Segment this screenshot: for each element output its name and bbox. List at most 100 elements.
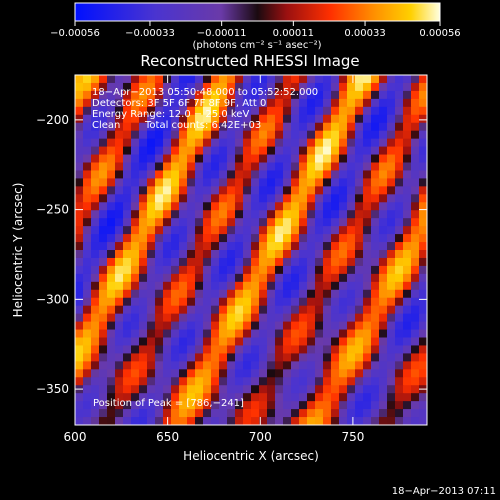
heatmap-cell <box>403 226 412 235</box>
heatmap-cell <box>395 265 404 275</box>
heatmap-cell <box>411 226 420 235</box>
heatmap-cell <box>91 401 100 410</box>
heatmap-cell <box>99 305 108 315</box>
heatmap-cell <box>307 234 316 243</box>
heatmap-cell <box>235 186 244 195</box>
heatmap-cell <box>291 313 300 323</box>
heatmap-cell <box>131 417 140 425</box>
heatmap-cell <box>283 297 292 307</box>
heatmap-cell <box>99 122 108 132</box>
heatmap-cell <box>83 90 92 100</box>
heatmap-cell <box>163 114 172 124</box>
heatmap-cell <box>275 281 284 291</box>
heatmap-cell <box>347 122 356 132</box>
heatmap-cell <box>147 281 156 291</box>
heatmap-cell <box>339 321 348 331</box>
heatmap-cell <box>299 226 308 235</box>
heatmap-cell <box>339 257 348 267</box>
heatmap-cell <box>347 250 356 259</box>
heatmap-cell <box>123 202 132 211</box>
heatmap-cell <box>139 377 148 386</box>
heatmap-cell <box>371 194 380 203</box>
heatmap-cell <box>195 289 204 299</box>
heatmap-cell <box>419 242 427 251</box>
heatmap-cell <box>99 289 108 299</box>
heatmap-cell <box>315 409 324 418</box>
heatmap-cell <box>75 162 84 172</box>
heatmap-cell <box>227 297 236 307</box>
heatmap-cell <box>331 289 340 299</box>
heatmap-cell <box>91 385 100 394</box>
heatmap-cell <box>323 297 332 307</box>
heatmap-cell <box>131 305 140 315</box>
heatmap-cell <box>187 75 196 84</box>
heatmap-cell <box>291 337 300 347</box>
heatmap-cell <box>155 401 164 410</box>
heatmap-cell <box>99 329 108 339</box>
heatmap-cell <box>211 385 220 394</box>
heatmap-cell <box>235 98 244 108</box>
heatmap-cell <box>419 114 427 124</box>
heatmap-cell <box>219 265 228 275</box>
heatmap-cell <box>235 377 244 386</box>
heatmap-cell <box>91 210 100 219</box>
heatmap-cell <box>267 385 276 394</box>
heatmap-cell <box>267 265 276 275</box>
heatmap-cell <box>347 146 356 156</box>
heatmap-cell <box>155 90 164 100</box>
heatmap-cell <box>355 146 364 156</box>
heatmap-cell <box>331 313 340 323</box>
heatmap-cell <box>211 226 220 235</box>
heatmap-cell <box>131 369 140 378</box>
heatmap-cell <box>203 98 212 108</box>
heatmap-cell <box>179 313 188 323</box>
heatmap-cell <box>227 154 236 164</box>
heatmap-cell <box>155 273 164 283</box>
heatmap-cell <box>219 210 228 219</box>
heatmap-cell <box>83 409 92 418</box>
heatmap-cell <box>267 106 276 116</box>
heatmap-cell <box>251 170 260 179</box>
annotation-time: 18−Apr−2013 05:50:48.000 to 05:52:52.000 <box>92 87 318 98</box>
heatmap-cell <box>115 178 124 187</box>
heatmap-cell <box>299 194 308 203</box>
heatmap-cell <box>195 393 204 402</box>
heatmap-cell <box>107 353 116 362</box>
heatmap-cell <box>267 329 276 339</box>
heatmap-cell <box>379 377 388 386</box>
heatmap-cell <box>155 194 164 203</box>
heatmap-cell <box>211 369 220 378</box>
heatmap-cell <box>211 202 220 211</box>
heatmap-cell <box>171 409 180 418</box>
heatmap-cell <box>419 305 427 315</box>
heatmap-cell <box>323 194 332 203</box>
heatmap-cell <box>371 122 380 132</box>
heatmap-cell <box>131 377 140 386</box>
heatmap-cell <box>331 162 340 172</box>
heatmap-cell <box>203 226 212 235</box>
heatmap-cell <box>115 234 124 243</box>
heatmap-cell <box>371 90 380 100</box>
heatmap-cell <box>275 329 284 339</box>
heatmap-cell <box>139 289 148 299</box>
heatmap-cell <box>139 401 148 410</box>
heatmap-cell <box>91 257 100 267</box>
heatmap-cell <box>315 417 324 425</box>
heatmap-cell <box>355 90 364 100</box>
heatmap-cell <box>323 289 332 299</box>
heatmap-cell <box>251 194 260 203</box>
heatmap-cell <box>291 265 300 275</box>
heatmap-cell <box>403 250 412 259</box>
heatmap-cell <box>139 361 148 370</box>
heatmap-cell <box>195 250 204 259</box>
heatmap-cell <box>203 90 212 100</box>
heatmap-cell <box>91 337 100 347</box>
heatmap-cell <box>91 162 100 172</box>
heatmap-cell <box>91 114 100 124</box>
heatmap-cell <box>403 90 412 100</box>
heatmap-cell <box>371 257 380 267</box>
heatmap-cell <box>395 194 404 203</box>
heatmap-cell <box>235 138 244 148</box>
heatmap-cell <box>307 90 316 100</box>
heatmap-cell <box>403 98 412 108</box>
